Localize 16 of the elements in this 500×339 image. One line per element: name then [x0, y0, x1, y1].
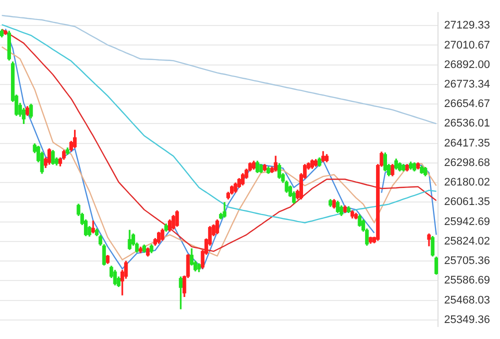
y-tick-label: 27010.67 [444, 39, 490, 52]
y-tick-label: 26892.00 [444, 58, 490, 71]
y-tick-label: 26061.35 [444, 196, 490, 208]
y-tick-label: 25942.69 [444, 216, 490, 228]
y-tick-label: 25705.36 [444, 255, 490, 268]
y-tick-label: 26654.67 [444, 98, 490, 110]
y-tick-label: 26773.34 [444, 78, 490, 90]
y-tick-label: 25349.36 [444, 314, 490, 326]
y-tick-label: 26180.02 [444, 176, 490, 189]
y-tick-label: 26298.68 [444, 156, 490, 169]
y-tick-label: 26417.35 [444, 137, 490, 150]
y-tick-label: 25468.03 [444, 294, 490, 306]
y-tick-label: 25586.69 [444, 274, 490, 287]
y-tick-label: 27129.33 [444, 20, 490, 32]
y-tick-label: 26536.01 [444, 118, 490, 130]
y-tick-label: 25824.02 [444, 235, 490, 248]
